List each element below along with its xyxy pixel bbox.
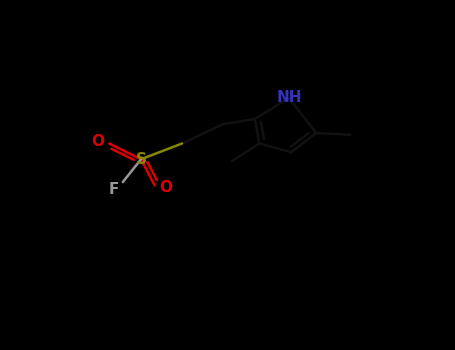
Text: NH: NH [276, 91, 302, 105]
Text: S: S [136, 152, 147, 167]
Text: O: O [91, 134, 104, 149]
Text: F: F [109, 182, 119, 196]
Text: O: O [160, 180, 172, 195]
